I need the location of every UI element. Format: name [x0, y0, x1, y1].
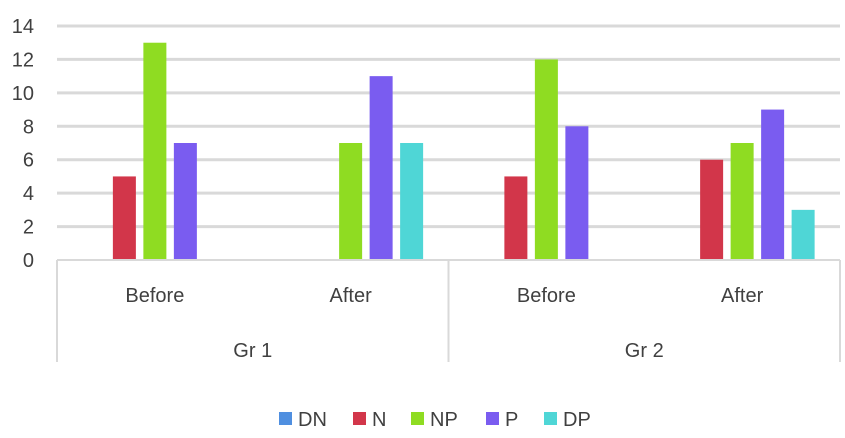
bar-np-2 — [534, 59, 558, 260]
y-tick-label: 12 — [12, 49, 34, 71]
y-axis-ticks: 0 2 4 6 8 10 12 14 — [12, 16, 34, 272]
legend-label-dp: DP — [563, 409, 591, 431]
bar-p-3 — [761, 109, 785, 260]
legend-swatch-np — [411, 412, 424, 425]
bar-p-1 — [369, 76, 393, 261]
x-group-label: Gr 2 — [625, 340, 664, 362]
legend-swatch-p — [486, 412, 499, 425]
bars — [112, 42, 815, 261]
x-axis: Before After Gr 1 Before After Gr 2 — [56, 259, 841, 362]
legend-swatch-dn — [279, 412, 292, 425]
y-tick-label: 14 — [12, 16, 34, 38]
legend: DN N NP P DP — [279, 409, 591, 431]
legend-label-dn: DN — [298, 409, 327, 431]
bar-np-3 — [730, 143, 754, 260]
y-tick-label: 6 — [23, 150, 34, 172]
bar-p-0 — [173, 143, 197, 260]
y-tick-label: 8 — [23, 116, 34, 138]
x-group-label: Gr 1 — [233, 340, 272, 362]
x-category-label: Before — [125, 285, 184, 307]
bar-dp-3 — [791, 209, 815, 260]
y-tick-label: 2 — [23, 217, 34, 239]
legend-label-n: N — [372, 409, 386, 431]
bar-n-3 — [700, 159, 724, 260]
x-category-label: After — [330, 285, 373, 307]
bar-dp-1 — [400, 143, 424, 260]
x-category-label: Before — [517, 285, 576, 307]
legend-swatch-dp — [544, 412, 557, 425]
bar-n-0 — [112, 176, 136, 260]
bar-n-2 — [504, 176, 528, 260]
y-tick-label: 0 — [23, 250, 34, 272]
x-category-label: After — [721, 285, 764, 307]
bar-p-2 — [565, 126, 589, 261]
bar-np-0 — [143, 42, 167, 260]
legend-label-p: P — [505, 409, 518, 431]
legend-label-np: NP — [430, 409, 458, 431]
y-tick-label: 4 — [23, 183, 34, 205]
bar-np-1 — [339, 143, 363, 260]
y-tick-label: 10 — [12, 83, 34, 105]
legend-swatch-n — [353, 412, 366, 425]
